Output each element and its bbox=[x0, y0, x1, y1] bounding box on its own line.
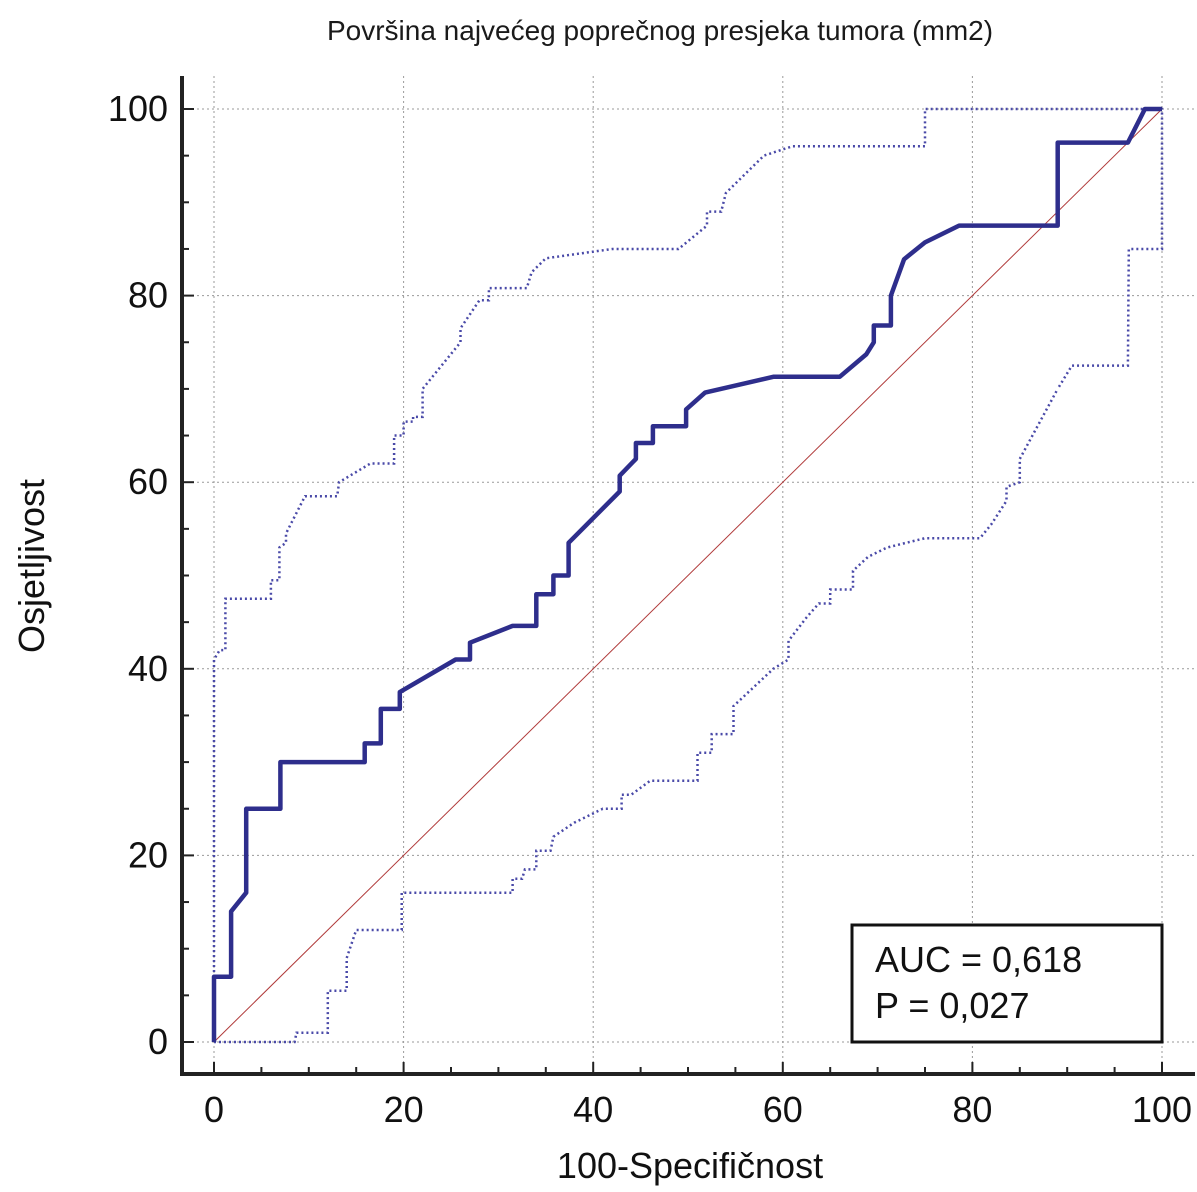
x-tick-label: 20 bbox=[384, 1089, 424, 1130]
reference-diagonal-layer bbox=[213, 108, 1163, 1043]
y-tick-label: 0 bbox=[148, 1021, 168, 1062]
x-tick-label: 40 bbox=[573, 1089, 613, 1130]
roc-curve-layer bbox=[211, 106, 1162, 1042]
auc-value: AUC = 0,618 bbox=[875, 939, 1082, 980]
y-tick-label: 80 bbox=[128, 275, 168, 316]
roc-curve bbox=[211, 106, 1162, 1042]
y-axis-label: Osjetljivost bbox=[11, 479, 52, 653]
x-tick-label: 100 bbox=[1132, 1089, 1192, 1130]
y-tick-label: 40 bbox=[128, 648, 168, 689]
x-tick-label: 80 bbox=[952, 1089, 992, 1130]
confidence-interval-layer bbox=[212, 107, 1164, 1044]
p-value: P = 0,027 bbox=[875, 985, 1029, 1026]
y-tick-label: 100 bbox=[108, 88, 168, 129]
auc-annotation-box: AUC = 0,618 P = 0,027 bbox=[850, 923, 1164, 1044]
y-tick-label: 60 bbox=[128, 461, 168, 502]
chart-title: Površina najvećeg poprečnog presjeka tum… bbox=[327, 15, 993, 46]
reference-diagonal bbox=[213, 108, 1163, 1043]
grid-lines bbox=[182, 76, 1195, 1070]
x-axis-label: 100-Specifičnost bbox=[557, 1145, 823, 1186]
ci-lower-line bbox=[214, 388, 1059, 1044]
ci-upper-line bbox=[212, 107, 1164, 1042]
auc-box-border bbox=[850, 923, 1164, 1044]
y-tick-label: 20 bbox=[128, 834, 168, 875]
x-tick-label: 60 bbox=[763, 1089, 803, 1130]
x-tick-label: 0 bbox=[204, 1089, 224, 1130]
axes bbox=[180, 76, 1195, 1076]
tick-labels: 0 20 40 60 80 100 0 20 40 60 80 100 bbox=[108, 88, 1192, 1130]
